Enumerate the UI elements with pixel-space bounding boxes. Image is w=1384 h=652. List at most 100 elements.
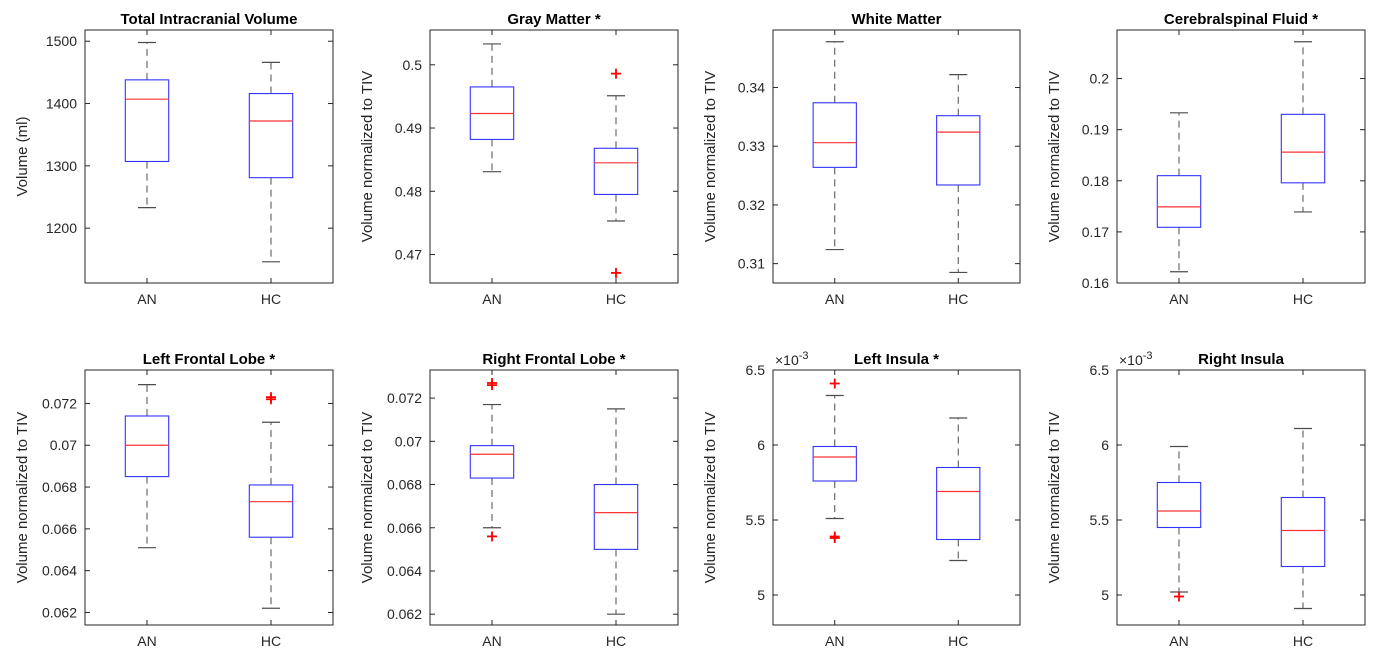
x-tick-label: AN: [482, 633, 501, 649]
y-axis-label: Volume normalized to TIV: [359, 71, 376, 242]
y-tick-label: 0.17: [1082, 224, 1109, 240]
y-tick-label: 0.18: [1082, 173, 1109, 189]
iqr-box: [1281, 114, 1324, 182]
box-AN: [470, 44, 513, 172]
y-tick-label: 0.49: [395, 120, 422, 136]
iqr-box: [249, 94, 292, 178]
box-HC: [937, 75, 980, 273]
x-tick-label: AN: [825, 291, 844, 307]
y-axis-multiplier: ×10-3: [1119, 350, 1153, 368]
y-tick-label: 6.5: [1090, 362, 1110, 378]
y-tick-label: 6: [757, 437, 765, 453]
x-tick-label: HC: [1293, 291, 1313, 307]
iqr-box: [594, 148, 637, 194]
iqr-box: [594, 485, 637, 550]
y-tick-label: 0.068: [42, 479, 77, 495]
iqr-box: [813, 103, 856, 168]
outlier-marker: [266, 392, 276, 402]
y-tick-label: 0.16: [1082, 275, 1109, 291]
iqr-box: [813, 447, 856, 482]
iqr-box: [937, 468, 980, 540]
plot-frame: [1117, 30, 1365, 283]
y-tick-label: 0.19: [1082, 122, 1109, 138]
chart-title: Left Insula *: [854, 351, 939, 368]
chart-panel-7: Left Insula * Volume normalized to TIV ×10…: [702, 350, 1020, 649]
box-HC: [1281, 42, 1324, 212]
outlier-marker: [830, 533, 840, 543]
box-HC: [594, 409, 637, 614]
y-tick-label: 0.066: [387, 520, 422, 536]
chart-panel-2: Gray Matter * Volume normalized to TIV 0.4…: [359, 11, 678, 307]
iqr-box: [1157, 176, 1200, 228]
y-tick-label: 6: [1101, 437, 1109, 453]
outlier-marker: [830, 379, 840, 389]
y-tick-label: 0.47: [395, 247, 422, 263]
plot-frame: [85, 30, 333, 283]
chart-panel-6: Right Frontal Lobe * Volume normalized to…: [359, 351, 678, 649]
x-tick-label: HC: [606, 291, 626, 307]
iqr-box: [125, 416, 168, 477]
plot-frame: [430, 30, 678, 283]
outlier-marker: [487, 531, 497, 541]
x-tick-label: HC: [606, 633, 626, 649]
x-tick-label: AN: [482, 291, 501, 307]
y-tick-label: 0.062: [42, 604, 77, 620]
y-axis-label: Volume normalized to TIV: [1046, 71, 1063, 242]
y-tick-label: 0.5: [403, 57, 423, 73]
y-tick-label: 1400: [46, 96, 77, 112]
y-tick-label: 0.068: [387, 477, 422, 493]
y-tick-label: 0.48: [395, 183, 422, 199]
iqr-box: [937, 116, 980, 185]
y-axis-label: Volume (ml): [14, 116, 31, 196]
iqr-box: [249, 485, 292, 537]
plot-frame: [430, 370, 678, 625]
y-tick-label: 0.07: [50, 437, 77, 453]
y-tick-label: 5: [1101, 587, 1109, 603]
box-HC: [594, 69, 637, 278]
plot-frame: [1117, 370, 1365, 625]
y-tick-label: 0.072: [42, 395, 77, 411]
y-tick-label: 5.5: [1090, 512, 1110, 528]
y-tick-label: 0.07: [395, 433, 422, 449]
y-tick-label: 0.32: [738, 197, 765, 213]
iqr-box: [1157, 483, 1200, 528]
x-tick-label: HC: [261, 633, 281, 649]
iqr-box: [470, 446, 513, 478]
x-tick-label: AN: [1169, 633, 1188, 649]
box-AN: [813, 379, 856, 544]
chart-title: Right Insula: [1198, 351, 1284, 368]
y-tick-label: 0.066: [42, 521, 77, 537]
y-tick-label: 0.072: [387, 390, 422, 406]
chart-title: Gray Matter *: [507, 11, 601, 28]
y-axis-label: Volume normalized to TIV: [702, 412, 719, 583]
chart-title: Right Frontal Lobe *: [482, 351, 625, 368]
y-tick-label: 1200: [46, 220, 77, 236]
y-tick-label: 0.062: [387, 606, 422, 622]
box-AN: [125, 42, 168, 207]
box-AN: [1157, 447, 1200, 602]
y-tick-label: 0.064: [42, 563, 77, 579]
x-tick-label: AN: [1169, 291, 1188, 307]
box-AN: [470, 378, 513, 541]
chart-panel-1: Total Intracranial Volume Volume (ml) 1200…: [14, 11, 333, 307]
plot-frame: [85, 370, 333, 625]
x-tick-label: HC: [1293, 633, 1313, 649]
y-tick-label: 5: [757, 587, 765, 603]
outlier-marker: [1174, 592, 1184, 602]
y-axis-label: Volume normalized to TIV: [1046, 412, 1063, 583]
box-HC: [937, 418, 980, 561]
box-AN: [125, 385, 168, 548]
y-tick-label: 0.33: [738, 138, 765, 154]
chart-panel-3: White Matter Volume normalized to TIV 0.31…: [702, 11, 1020, 307]
x-tick-label: AN: [825, 633, 844, 649]
x-tick-label: AN: [137, 291, 156, 307]
iqr-box: [125, 80, 168, 162]
y-tick-label: 0.2: [1090, 71, 1110, 87]
outlier-marker: [611, 69, 621, 79]
chart-title: Total Intracranial Volume: [121, 11, 298, 28]
plot-frame: [773, 370, 1020, 625]
box-HC: [249, 392, 292, 608]
y-tick-label: 0.31: [738, 256, 765, 272]
y-axis-multiplier: ×10-3: [775, 350, 809, 368]
